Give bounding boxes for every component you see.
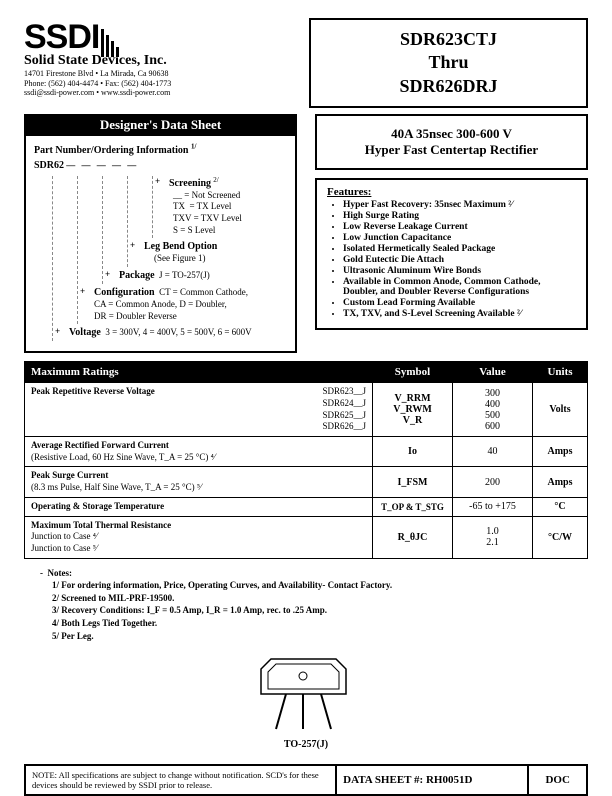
ratings-header-row: Maximum Ratings Symbol Value Units bbox=[25, 362, 588, 383]
company-header: SSDI Solid State Devices, Inc. 14701 Fir… bbox=[24, 18, 291, 108]
ratings-table: Maximum Ratings Symbol Value Units Peak … bbox=[24, 361, 588, 558]
r1-symbol: Io bbox=[373, 437, 453, 467]
feature-item: Low Reverse Leakage Current bbox=[343, 222, 576, 232]
r1-sub: (Resistive Load, 60 Hz Sine Wave, T_A = … bbox=[31, 452, 215, 462]
r4-sub: Junction to Case ⁴⁄ Junction to Case ⁵⁄ bbox=[31, 531, 97, 553]
legbend-label: Leg Bend Option bbox=[144, 241, 217, 252]
ratings-h2: Value bbox=[453, 362, 533, 383]
r2-units: Amps bbox=[533, 467, 588, 497]
feature-item: High Surge Rating bbox=[343, 211, 576, 221]
title-line-3: SDR626DRJ bbox=[315, 75, 582, 98]
pn-sup: 1/ bbox=[191, 142, 196, 150]
package-val: J = TO-257(J) bbox=[159, 270, 210, 280]
company-address-2: Phone: (562) 404-4474 • Fax: (562) 404-1… bbox=[24, 79, 291, 89]
note-item: 3/ Recovery Conditions: I_F = 0.5 Amp, I… bbox=[52, 604, 588, 617]
company-address-3: ssdi@ssdi-power.com • www.ssdi-power.com bbox=[24, 88, 291, 98]
r1-units: Amps bbox=[533, 437, 588, 467]
r0-param: Peak Repetitive Reverse Voltage bbox=[31, 386, 155, 396]
r2-value: 200 bbox=[453, 467, 533, 497]
logo-bars-icon bbox=[101, 18, 121, 57]
pn-heading: Part Number/Ordering Information bbox=[34, 145, 188, 156]
features-header: Features: bbox=[327, 186, 576, 198]
ratings-h3: Units bbox=[533, 362, 588, 383]
table-row: Operating & Storage Temperature T_OP & T… bbox=[25, 497, 588, 516]
rating-line-1: 40A 35nsec 300-600 V bbox=[321, 126, 582, 142]
title-line-1: SDR623CTJ bbox=[315, 28, 582, 51]
voltage-label: Voltage bbox=[69, 327, 101, 338]
rating-line-2: Hyper Fast Centertap Rectifier bbox=[321, 142, 582, 158]
r4-units: °C/W bbox=[533, 516, 588, 558]
dds-header: Designer's Data Sheet bbox=[24, 114, 297, 136]
feature-item: Gold Eutectic Die Attach bbox=[343, 255, 576, 265]
r3-value: -65 to +175 bbox=[453, 497, 533, 516]
note-item: 4/ Both Legs Tied Together. bbox=[52, 617, 588, 630]
feature-item: Low Junction Capacitance bbox=[343, 233, 576, 243]
config-label: Configuration bbox=[94, 287, 155, 298]
r1-value: 40 bbox=[453, 437, 533, 467]
feature-item: Custom Lead Forming Available bbox=[343, 298, 576, 308]
features-list: Hyper Fast Recovery: 35nsec Maximum ²⁄ H… bbox=[327, 200, 576, 319]
footer-bar: NOTE: All specifications are subject to … bbox=[24, 764, 588, 796]
r4-param: Maximum Total Thermal Resistance bbox=[31, 520, 171, 530]
r2-symbol: I_FSM bbox=[373, 467, 453, 497]
screening-opts: __ = Not Screened TX = TX Level TXV = TX… bbox=[173, 190, 242, 237]
r3-units: °C bbox=[533, 497, 588, 516]
table-row: Peak Repetitive Reverse Voltage SDR623__… bbox=[25, 383, 588, 437]
to257-package-icon bbox=[251, 654, 361, 734]
part-title-box: SDR623CTJ Thru SDR626DRJ bbox=[309, 18, 588, 108]
feature-item: Hyper Fast Recovery: 35nsec Maximum ²⁄ bbox=[343, 200, 576, 210]
note-item: 5/ Per Leg. bbox=[52, 630, 588, 643]
footer-note: NOTE: All specifications are subject to … bbox=[26, 766, 337, 794]
rating-summary-box: 40A 35nsec 300-600 V Hyper Fast Centerta… bbox=[315, 114, 588, 170]
footer-datasheet: DATA SHEET #: RH0051D bbox=[337, 766, 529, 794]
r4-value: 1.0 2.1 bbox=[453, 516, 533, 558]
title-line-2: Thru bbox=[315, 51, 582, 74]
package-label: Package bbox=[119, 270, 155, 281]
note-item: 2/ Screened to MIL-PRF-19500. bbox=[52, 592, 588, 605]
notes-header: Notes: bbox=[48, 568, 73, 578]
package-drawing: TO-257(J) bbox=[24, 654, 588, 750]
features-box: Features: Hyper Fast Recovery: 35nsec Ma… bbox=[315, 178, 588, 330]
notes-block: - Notes: 1/ For ordering information, Pr… bbox=[24, 567, 588, 643]
r4-symbol: R_θJC bbox=[373, 516, 453, 558]
table-row: Peak Surge Current (8.3 ms Pulse, Half Si… bbox=[25, 467, 588, 497]
voltage-val: 3 = 300V, 4 = 400V, 5 = 500V, 6 = 600V bbox=[105, 327, 251, 337]
r0-symbol: V_RRM V_RWM V_R bbox=[373, 383, 453, 437]
r2-param: Peak Surge Current bbox=[31, 470, 108, 480]
r0-units: Volts bbox=[533, 383, 588, 437]
feature-item: Isolated Hermetically Sealed Package bbox=[343, 244, 576, 254]
r2-sub: (8.3 ms Pulse, Half Sine Wave, T_A = 25 … bbox=[31, 482, 202, 492]
r3-symbol: T_OP & T_STG bbox=[373, 497, 453, 516]
table-row: Average Rectified Forward Current (Resist… bbox=[25, 437, 588, 467]
pn-dashes: — — — — — bbox=[66, 160, 138, 170]
screening-label: Screening bbox=[169, 178, 211, 189]
feature-item: TX, TXV, and S-Level Screening Available… bbox=[343, 309, 576, 319]
feature-item: Ultrasonic Aluminum Wire Bonds bbox=[343, 266, 576, 276]
dds-box: Part Number/Ordering Information 1/ SDR6… bbox=[24, 136, 297, 353]
r0-sub: SDR623__J SDR624__J SDR625__J SDR626__J bbox=[322, 386, 366, 433]
table-row: Maximum Total Thermal ResistanceJunction… bbox=[25, 516, 588, 558]
ratings-h1: Symbol bbox=[373, 362, 453, 383]
feature-item: Available in Common Anode, Common Cathod… bbox=[343, 277, 576, 297]
company-address-1: 14701 Firestone Blvd • La Mirada, Ca 906… bbox=[24, 69, 291, 79]
footer-doc: DOC bbox=[529, 766, 586, 794]
package-label: TO-257(J) bbox=[24, 739, 588, 750]
r3-param: Operating & Storage Temperature bbox=[31, 501, 164, 511]
logo-text: SSDI bbox=[24, 18, 99, 57]
r0-value: 300 400 500 600 bbox=[453, 383, 533, 437]
legbend-note: (See Figure 1) bbox=[154, 253, 206, 263]
screening-sup: 2/ bbox=[213, 176, 218, 184]
ratings-h0: Maximum Ratings bbox=[25, 362, 373, 383]
company-logo: SSDI bbox=[24, 18, 291, 57]
pn-prefix: SDR62 bbox=[34, 160, 64, 171]
note-item: 1/ For ordering information, Price, Oper… bbox=[52, 579, 588, 592]
r1-param: Average Rectified Forward Current bbox=[31, 440, 169, 450]
company-name: Solid State Devices, Inc. bbox=[24, 53, 291, 69]
